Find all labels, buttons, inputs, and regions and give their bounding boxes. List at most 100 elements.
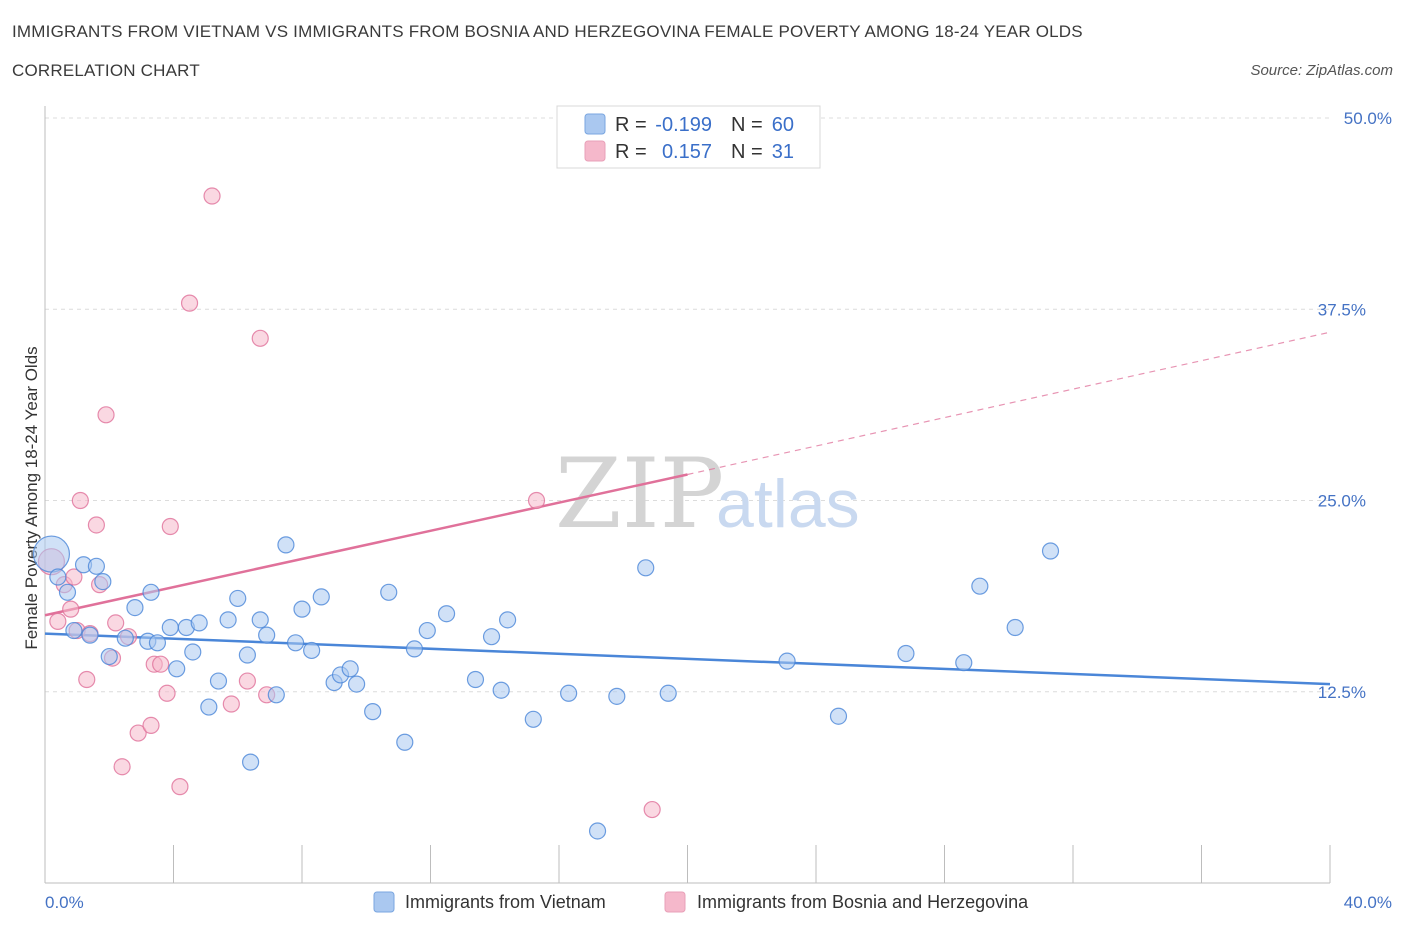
point-series-0-36 [348,675,366,693]
source-credit: Source: ZipAtlas.com [1250,62,1393,79]
chart-subtitle: CORRELATION CHART [12,61,200,80]
point-series-0-51 [637,559,655,577]
point-series-0-25 [251,611,269,629]
point-series-0-57 [971,577,989,595]
chart-title: IMMIGRANTS FROM VIETNAM VS IMMIGRANTS FR… [12,22,1083,41]
point-series-0-22 [229,589,247,608]
point-series-1-22 [171,778,189,796]
legend-r-value-bosnia: 0.157 [662,141,712,163]
point-series-1-9 [87,516,106,534]
legend-swatch-vietnam [584,113,606,135]
point-series-0-12 [142,583,160,601]
x-tick-label-1: 40.0% [1344,893,1392,912]
point-series-1-17 [142,716,160,735]
point-series-0-45 [492,681,510,699]
watermark: ZIP atlas [555,438,860,550]
point-series-0-52 [659,684,677,702]
point-series-0-2 [58,583,77,601]
point-series-0-48 [560,684,578,702]
point-series-0-6 [87,557,106,575]
x-tick-label-0: 0.0% [45,893,84,912]
watermark-zip: ZIP [555,438,724,550]
point-series-0-54 [829,707,848,725]
point-series-0-35 [341,660,359,678]
point-series-0-39 [396,733,414,751]
bottom-legend: Immigrants from Vietnam Immigrants from … [373,891,1029,913]
point-series-0-15 [168,660,186,678]
point-series-1-20 [158,684,176,702]
point-series-0-43 [466,670,485,689]
point-series-0-20 [209,672,228,690]
legend-n-label-vietnam: N = [731,114,763,136]
point-series-0-31 [303,641,321,660]
point-series-1-16 [129,724,147,742]
point-series-0-29 [286,634,305,652]
y-tick-label-3: 50.0% [1344,109,1392,128]
bottom-legend-swatch-bosnia [664,891,686,913]
point-series-0-21 [219,611,237,629]
point-series-1-13 [107,614,125,632]
point-series-0-59 [1041,542,1060,560]
point-series-0-40 [405,640,424,658]
legend-n-label-bosnia: N = [731,141,763,163]
point-series-0-9 [116,629,134,647]
point-series-1-25 [222,695,240,713]
legend-box: R = -0.199 N = 60 R = 0.157 N = 31 [556,105,821,169]
series-points [32,187,1060,840]
trend-line-series-0 [44,632,1331,686]
legend-r-label-bosnia: R = [615,141,647,163]
y-tick-label-0: 12.5% [1318,683,1366,702]
point-series-1-11 [97,406,115,424]
legend-swatch-bosnia [584,140,606,162]
point-series-1-19 [152,655,170,673]
tick-labels: 12.5% 25.0% 37.5% 50.0% 0.0% 40.0% [45,109,1392,912]
point-series-0-26 [258,626,276,644]
point-series-0-24 [242,753,260,771]
point-series-0-46 [499,611,517,629]
bottom-legend-label-bosnia: Immigrants from Bosnia and Herzegovina [697,892,1029,912]
point-series-0-28 [277,536,295,554]
legend-r-value-vietnam: -0.199 [655,114,712,136]
legend-r-label-vietnam: R = [615,114,647,136]
point-series-1-23 [180,294,199,312]
point-series-0-49 [588,822,607,840]
point-series-0-56 [955,654,973,672]
legend-n-value-vietnam: 60 [772,114,794,136]
point-series-1-27 [251,329,269,347]
point-series-1-26 [238,672,256,690]
point-series-1-7 [78,670,96,689]
point-series-0-37 [364,703,382,721]
point-series-0-58 [1006,618,1024,637]
point-series-0-14 [161,618,179,637]
point-series-0-7 [94,572,112,591]
point-series-0-1 [49,568,67,586]
y-axis-label: Female Poverty Among 18-24 Year Olds [22,346,41,649]
point-series-0-47 [524,710,542,728]
point-series-0-18 [190,614,208,632]
watermark-atlas: atlas [716,466,860,542]
point-series-1-30 [643,800,661,819]
legend-n-value-bosnia: 31 [772,141,794,163]
point-series-0-5 [81,626,99,644]
point-series-0-44 [482,628,501,646]
point-series-1-6 [71,491,89,510]
point-series-1-29 [527,491,546,510]
point-series-1-24 [203,187,221,205]
point-series-0-23 [238,646,256,664]
point-series-0-41 [418,621,436,640]
point-series-0-55 [897,644,915,663]
point-series-0-32 [312,588,330,606]
y-tick-label-2: 37.5% [1318,300,1366,319]
point-series-1-3 [62,600,80,618]
point-series-1-14 [113,758,131,776]
point-series-1-21 [161,517,179,536]
point-series-0-10 [126,598,144,617]
y-tick-label-1: 25.0% [1318,492,1366,511]
point-series-0-3 [65,621,83,640]
point-series-0-19 [200,698,218,716]
point-series-0-17 [184,643,202,661]
point-series-0-53 [778,652,796,670]
point-series-0-0 [32,535,71,573]
point-series-0-27 [267,686,285,704]
